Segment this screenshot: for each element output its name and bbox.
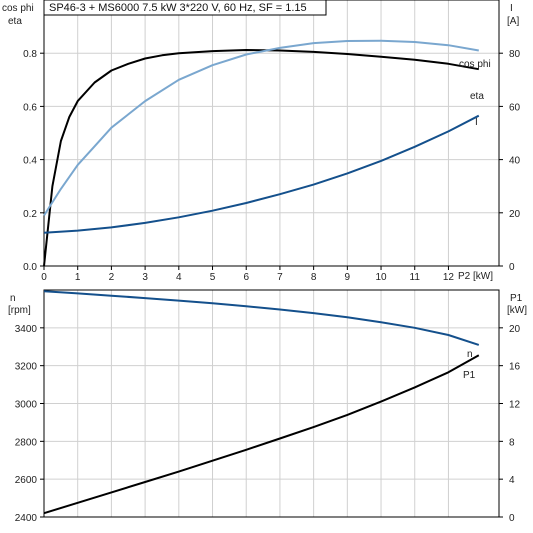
series-line-i xyxy=(43,114,480,234)
series-label-eta: eta xyxy=(470,91,484,102)
top-left-axis-label-2: eta xyxy=(8,16,22,27)
bottom-right-tick-label: 4 xyxy=(509,475,515,486)
top-x-tick-label: 12 xyxy=(443,272,455,283)
bottom-left-ticks: 2400 2600 2800 3000 3200 3400 xyxy=(15,324,44,524)
chart-title: SP46-3 + MS6000 7.5 kW 3*220 V, 60 Hz, S… xyxy=(49,2,307,14)
bottom-right-tick-label: 0 xyxy=(509,513,515,524)
top-right-ticks: 0 20 40 60 80 xyxy=(499,49,521,273)
top-right-axis-label-2: [A] xyxy=(507,16,519,27)
top-right-tick-label: 20 xyxy=(509,209,521,220)
top-right-tick-label: 60 xyxy=(509,102,521,113)
top-x-tick-label: 0 xyxy=(41,272,47,283)
series-line-n xyxy=(43,290,480,346)
top-left-axis-label-1: cos phi xyxy=(2,3,34,14)
bottom-right-tick-label: 12 xyxy=(509,400,521,411)
top-panel: 0 1 2 3 4 5 6 7 8 9 10 11 12 0.00.20.40.60.8 0204060… xyxy=(23,0,521,283)
top-right-tick-label: 80 xyxy=(509,49,521,60)
top-x-tick-label: 3 xyxy=(142,272,148,283)
top-x-tick-label: 6 xyxy=(243,272,249,283)
top-left-tick-label: 0.4 xyxy=(23,156,37,167)
bottom-left-tick-label: 2600 xyxy=(15,475,38,486)
bottom-left-tick-label: 3400 xyxy=(15,324,38,335)
series-label-speed: n xyxy=(467,349,473,360)
bottom-right-axis-label-1: P1 xyxy=(510,293,523,304)
bottom-right-tick-label: 16 xyxy=(509,362,521,373)
bottom-right-ticks: 0 4 8 12 16 20 xyxy=(499,324,521,524)
top-right-tick-label: 40 xyxy=(509,156,521,167)
bottom-left-tick-label: 3000 xyxy=(15,400,38,411)
top-x-tick-label: 1 xyxy=(75,272,81,283)
bottom-series-group xyxy=(43,290,480,515)
series-line-eta xyxy=(43,49,479,267)
series-label-p1: P1 xyxy=(463,370,476,381)
bottom-grid xyxy=(44,290,499,517)
series-label-current: I xyxy=(475,117,478,128)
top-x-tick-label: 2 xyxy=(109,272,115,283)
top-x-tick-label: 8 xyxy=(311,272,317,283)
top-left-tick-label: 0.6 xyxy=(23,102,37,113)
top-x-tick-label: 10 xyxy=(375,272,387,283)
top-x-tick-label: 11 xyxy=(410,272,421,283)
top-grid xyxy=(44,0,499,266)
top-x-tick-label: 4 xyxy=(176,272,182,283)
top-plot-frame xyxy=(43,0,500,267)
top-x-tick-label: 5 xyxy=(210,272,216,283)
bottom-right-tick-label: 8 xyxy=(509,437,515,448)
bottom-panel: 2400 2600 2800 3000 3200 3400 0 4 8 12 16 20 xyxy=(15,289,521,524)
top-left-tick-label: 0.2 xyxy=(23,209,37,220)
bottom-left-axis-label-2: [rpm] xyxy=(8,305,31,316)
bottom-left-axis-label-1: n xyxy=(10,293,16,304)
top-left-tick-label: 0.0 xyxy=(23,262,37,273)
bottom-right-tick-label: 20 xyxy=(509,324,521,335)
series-line-p1 xyxy=(43,354,480,515)
series-line-cos-phi xyxy=(43,39,479,217)
top-left-tick-label: 0.8 xyxy=(23,49,37,60)
title-box xyxy=(43,0,327,16)
bottom-left-tick-label: 3200 xyxy=(15,362,38,373)
series-label-cos-phi: cos phi xyxy=(459,59,491,70)
top-x-ticks: 0 1 2 3 4 5 6 7 8 9 10 11 12 xyxy=(41,266,454,283)
bottom-left-tick-label: 2400 xyxy=(15,513,38,524)
top-series-group xyxy=(43,39,480,267)
top-x-axis-label: P2 [kW] xyxy=(458,271,493,282)
top-right-axis-label-1: I xyxy=(510,3,513,14)
top-left-ticks: 0.0 0.2 0.4 0.6 0.8 xyxy=(23,49,44,273)
bottom-right-axis-label-2: [kW] xyxy=(507,305,527,316)
bottom-left-tick-label: 2800 xyxy=(15,437,38,448)
top-right-tick-label: 0 xyxy=(509,262,515,273)
top-x-tick-label: 7 xyxy=(277,272,283,283)
top-x-tick-label: 9 xyxy=(345,272,351,283)
